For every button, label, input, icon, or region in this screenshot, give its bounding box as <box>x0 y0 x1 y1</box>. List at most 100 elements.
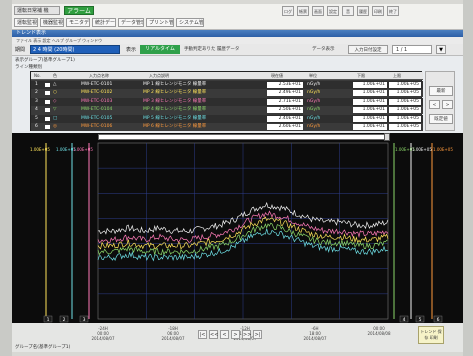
row-marker: ◇ <box>53 98 57 104</box>
graph-type-label: ライン種類別 <box>15 65 42 70</box>
table-row[interactable]: 3 ◇ MW-ETC-0103 MP 3 線ヒレンジモニタ 線量率 2.71E+01 nG… <box>31 97 423 106</box>
tab-operation[interactable]: 運転監視 <box>14 18 38 27</box>
row-checkbox[interactable] <box>45 116 50 121</box>
report-icon[interactable]: 帳票 <box>297 6 309 16</box>
time-range-handle[interactable] <box>384 133 390 141</box>
alarm-button[interactable]: アラーム <box>64 6 94 15</box>
point-table: No. 色 入力点名称 入力点説明 現在値 単位 下限 上限 1 △ MW-ETC-… <box>30 71 423 131</box>
print-icon[interactable]: 印刷 <box>372 6 384 16</box>
period-label: 期間 <box>15 47 26 53</box>
side-panel: 最新 < > 既定値 <box>425 71 455 131</box>
axis-tag <box>399 315 409 323</box>
axis-tag <box>43 315 53 323</box>
row-description: MP 3 線ヒレンジモニタ 線量率 <box>143 98 207 104</box>
time-axis-label: -18H 06:00 2014/08/07 <box>161 326 185 341</box>
scroll-left-button[interactable]: < <box>429 100 440 109</box>
time-nav-button[interactable]: >> <box>242 330 252 339</box>
top-menu-bar: 運転日常補 機 アラーム 運転監視 機器監視 モニタデータ 統計データ データ管… <box>12 4 463 30</box>
series-line <box>97 216 389 250</box>
monitor-bezel-left <box>0 0 12 356</box>
row-low: 1.00E+01 <box>353 90 387 97</box>
page-down-button[interactable]: ▼ <box>436 45 446 54</box>
row-high: 1.00E+05 <box>389 115 421 122</box>
header-value: 現在値 <box>271 73 283 78</box>
tab-monitor-data[interactable]: モニタデータ <box>66 18 90 27</box>
row-tag: MW-ETC-0103 <box>81 98 113 104</box>
history-icon[interactable]: 履歴 <box>357 6 369 16</box>
screen-icon[interactable]: 画面 <box>312 6 324 16</box>
table-row[interactable]: 2 ○ MW-ETC-0102 MP 2 線ヒレンジモニタ 線量率 2.49E+01 nG… <box>31 89 423 98</box>
group-label: 表示グループ(基準グループ1) <box>15 58 75 63</box>
table-row[interactable]: 5 □ MW-ETC-0105 MP 5 線ヒレンジモニタ 線量率 2.40E+01 nG… <box>31 114 423 123</box>
header-high: 上限 <box>393 73 401 78</box>
header-no: No. <box>34 73 41 78</box>
log-icon[interactable]: ログ <box>282 6 294 16</box>
refresh-button[interactable]: 最新 <box>429 86 453 96</box>
settings-icon[interactable]: 設定 <box>327 6 339 16</box>
row-marker: △ <box>53 82 57 87</box>
data-display-checkbox[interactable]: データ表示 <box>312 47 335 52</box>
exit-icon[interactable]: 終了 <box>387 6 399 16</box>
scroll-right-button[interactable]: > <box>442 100 453 109</box>
time-nav-button[interactable]: << <box>209 330 219 339</box>
monitor-bezel-right <box>463 0 473 356</box>
trend-chart[interactable]: 1.00E+05 1.00E+051.00E+05 1.00E+051.00E+05… <box>12 133 463 323</box>
row-low: 1.00E+01 <box>353 124 387 130</box>
row-unit: nGy/h <box>307 98 321 104</box>
trend-toolbar: 期間 2 4 時間 (20時間) 表示 リアルタイム 手動判定ありた 履歴データ… <box>12 44 463 56</box>
display-label: 表示 <box>126 47 137 53</box>
series-line <box>97 222 389 256</box>
tab-print-management[interactable]: プリント管理 <box>146 18 174 27</box>
time-range-slider[interactable] <box>98 134 388 140</box>
tab-data-management[interactable]: データ管理 <box>118 18 144 27</box>
window-menu[interactable]: ファイル 表示 設定 ヘルプ グループ ウィンドウ <box>12 37 463 44</box>
row-low: 1.00E+01 <box>353 115 387 122</box>
row-checkbox[interactable] <box>45 108 50 113</box>
table-row[interactable]: 1 △ MW-ETC-0101 MP 1 線ヒレンジモニタ 線量率 2.53E+01 nG… <box>31 81 423 89</box>
row-description: MP 6 線ヒレンジモニタ 線量率 <box>143 124 207 129</box>
row-checkbox[interactable] <box>45 83 50 87</box>
axis-max-label: 1.00E+05 <box>433 147 453 152</box>
row-checkbox[interactable] <box>45 125 50 129</box>
system-label: 運転日常補 機 <box>14 6 60 15</box>
trend-save-print-button[interactable]: トレンド 保存 印刷 <box>418 326 444 344</box>
table-row[interactable]: 4 ▽ MW-ETC-0104 MP 4 線ヒレンジモニタ 線量率 2.50E+01 nG… <box>31 106 423 115</box>
table-row[interactable]: 6 ◎ MW-ETC-0106 MP 6 線ヒレンジモニタ 線量率 2.60E+01 nG… <box>31 123 423 131</box>
tab-statistics[interactable]: 統計データ <box>92 18 116 27</box>
tab-system-management[interactable]: システム管理 <box>176 18 204 27</box>
row-unit: nGy/h <box>307 124 321 129</box>
axis-tag-label: 5 <box>419 317 422 323</box>
axis-tag-label: 1 <box>47 317 50 323</box>
row-tag: MW-ETC-0102 <box>81 90 113 96</box>
reset-button[interactable]: 既定値 <box>429 114 453 124</box>
time-nav-button[interactable]: > <box>231 330 240 339</box>
period-select[interactable]: 2 4 時間 (20時間) <box>30 45 120 54</box>
axis-tag-label: 2 <box>63 317 66 323</box>
input-date-button[interactable]: 入力日付設定 <box>348 45 388 54</box>
row-number: 2 <box>35 90 38 96</box>
row-value: 2.53E+01 <box>267 82 303 88</box>
time-axis-label: -24H 00:00 2014/08/07 <box>91 326 115 341</box>
row-low: 1.00E+01 <box>353 107 387 114</box>
history-option[interactable]: 手動判定ありた 履歴データ <box>184 47 240 52</box>
tab-equipment[interactable]: 機器監視 <box>40 18 64 27</box>
row-number: 6 <box>35 124 38 129</box>
series-line <box>97 201 389 235</box>
row-number: 4 <box>35 107 38 113</box>
window-title: トレンド表示 <box>12 30 463 37</box>
row-checkbox[interactable] <box>45 91 50 96</box>
realtime-button[interactable]: リアルタイム <box>140 45 180 54</box>
series-line <box>97 210 389 244</box>
sound-icon[interactable]: 音 <box>342 6 354 16</box>
axis-tag <box>79 315 89 323</box>
header-color: 色 <box>53 73 57 78</box>
time-nav-button[interactable]: < <box>220 330 229 339</box>
time-nav-button[interactable]: |< <box>198 330 207 339</box>
page-indicator: 1 / 1 <box>392 45 432 54</box>
row-description: MP 5 線ヒレンジモニタ 線量率 <box>143 115 207 121</box>
row-checkbox[interactable] <box>45 99 50 104</box>
row-value: 2.71E+01 <box>267 98 303 105</box>
screen: 運転日常補 機 アラーム 運転監視 機器監視 モニタデータ 統計データ データ管… <box>12 4 463 352</box>
time-nav-button[interactable]: >| <box>253 330 262 339</box>
axis-max-label: 1.00E+05 <box>73 147 93 152</box>
